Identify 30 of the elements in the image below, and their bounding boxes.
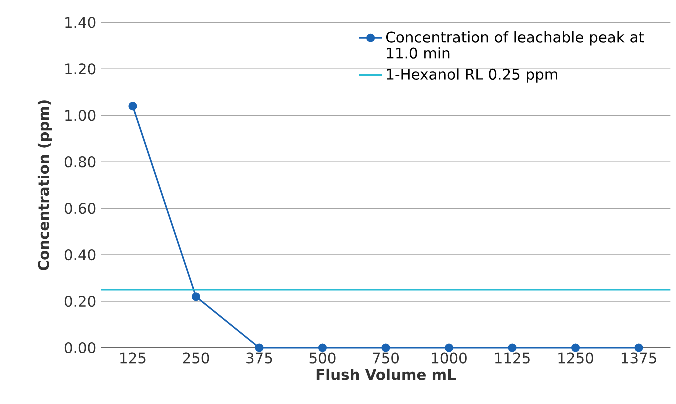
y-tick-label: 0.20 bbox=[64, 296, 96, 308]
point bbox=[634, 344, 644, 352]
x-tick-label: 1125 bbox=[495, 352, 530, 364]
legend-label: Concentration of leachable peak at 11.0 min bbox=[386, 32, 644, 59]
x-tick-label: 500 bbox=[310, 352, 336, 364]
point bbox=[444, 344, 454, 352]
point bbox=[318, 344, 328, 352]
x-tick-label: 1375 bbox=[622, 352, 656, 364]
y-tick-label: 1.40 bbox=[66, 17, 96, 28]
y-tick-label: 1.20 bbox=[66, 64, 96, 75]
y-tick-label: 0.00 bbox=[64, 342, 96, 354]
point bbox=[508, 344, 517, 352]
y-tick-label: 1.00 bbox=[66, 110, 96, 122]
x-tick-label: 1000 bbox=[432, 352, 467, 364]
x-tick-label: 250 bbox=[183, 352, 210, 364]
point bbox=[382, 344, 390, 352]
point bbox=[572, 344, 580, 352]
x-tick-label: 750 bbox=[373, 352, 399, 364]
y-tick-label: 0.80 bbox=[64, 156, 96, 168]
y-tick-label: 0.40 bbox=[64, 250, 96, 261]
x-tick-label: 375 bbox=[246, 352, 272, 364]
point bbox=[255, 344, 264, 352]
x-tick-label: 125 bbox=[120, 352, 146, 364]
y-axis-title: Concentration (ppm) bbox=[38, 100, 52, 271]
y-tick-label: 0.60 bbox=[64, 203, 96, 214]
point bbox=[128, 102, 138, 111]
point bbox=[192, 292, 200, 302]
x-tick-label: 1250 bbox=[558, 352, 594, 364]
x-axis-title: Flush Volume mL bbox=[316, 368, 456, 380]
legend-label: 1-Hexanol RL 0.25 ppm bbox=[387, 68, 558, 83]
